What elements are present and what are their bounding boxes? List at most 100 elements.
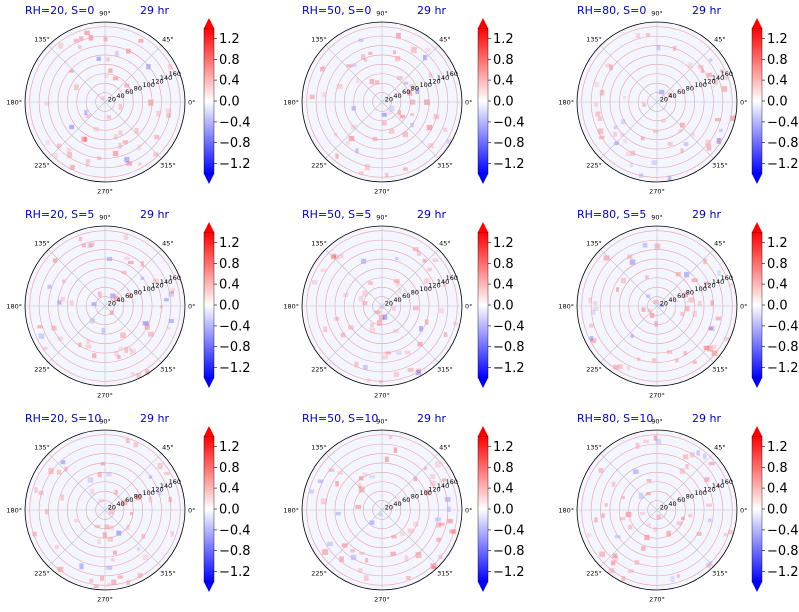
field-cell	[93, 127, 99, 132]
angle-tick-label: 0°	[188, 99, 195, 107]
colorbar-tick-label: 0.0	[219, 503, 240, 518]
field-cell	[599, 90, 605, 96]
field-cell	[309, 94, 315, 99]
colorbar-tick-label: 1.2	[219, 440, 240, 455]
colorbar-tick-label: 1.2	[767, 236, 788, 251]
colorbar-tick-label: −0.4	[219, 115, 251, 130]
field-cell	[387, 110, 392, 115]
field-cell	[111, 579, 117, 586]
field-cell	[388, 435, 393, 440]
field-cell	[57, 566, 64, 573]
colorbar-tick-label: −0.8	[767, 544, 799, 559]
field-cell	[603, 255, 610, 261]
field-cell	[675, 271, 681, 277]
radial-tick-label: 80	[134, 493, 142, 501]
radial-tick-label: 140	[160, 74, 172, 82]
field-cell	[706, 503, 712, 507]
field-cell	[598, 128, 604, 135]
panel-title: RH=20, S=0	[25, 4, 94, 17]
radial-tick-label: 160	[446, 274, 458, 282]
field-cell	[435, 461, 441, 468]
radial-tick-label: 40	[668, 296, 676, 304]
colorbar-extend-max	[204, 426, 214, 436]
colorbar-tick-label: 0.0	[767, 299, 788, 314]
radial-tick-label: 40	[116, 92, 124, 100]
radial-tick-label: 160	[446, 70, 458, 78]
field-cell	[148, 496, 153, 503]
field-cell	[48, 468, 54, 475]
field-cell	[415, 552, 422, 559]
field-cell	[358, 38, 364, 43]
angle-tick-label: 225°	[586, 365, 602, 373]
field-cell	[381, 112, 387, 117]
colorbar-extend-max	[752, 18, 762, 28]
field-cell	[724, 337, 730, 341]
angle-tick-label: 135°	[586, 240, 602, 248]
radial-tick-label: 40	[393, 296, 401, 304]
field-cell	[389, 105, 395, 112]
angle-tick-label: 315°	[437, 161, 453, 169]
angle-tick-label: 180°	[6, 507, 22, 515]
field-cell	[343, 293, 349, 297]
angular-gridline	[381, 453, 439, 511]
angle-tick-label: 270°	[649, 188, 665, 196]
field-cell	[374, 310, 381, 314]
field-cell	[690, 452, 695, 458]
field-cell	[170, 531, 174, 537]
colorbar-tick-label: 0.8	[767, 461, 788, 476]
field-cell	[47, 284, 52, 289]
field-cell	[395, 257, 399, 261]
field-cell	[395, 56, 401, 62]
field-cell	[443, 281, 447, 287]
field-cell	[393, 50, 397, 55]
field-cell	[124, 156, 130, 163]
field-cell	[356, 77, 360, 84]
angle-tick-label: 270°	[374, 596, 390, 604]
radial-tick-label: 20	[108, 299, 116, 307]
angular-gridline	[656, 45, 714, 103]
colorbar-tick-label: −0.8	[767, 340, 799, 355]
field-cell	[706, 563, 711, 568]
field-cell	[682, 454, 689, 460]
field-cell	[716, 138, 722, 144]
field-cell	[592, 301, 598, 306]
radial-tick-label: 120	[703, 485, 715, 493]
angle-tick-label: 0°	[465, 303, 472, 311]
angle-tick-label: 45°	[162, 36, 174, 44]
field-cell	[379, 380, 384, 384]
field-cell	[654, 321, 658, 327]
field-cell	[124, 256, 130, 260]
angle-tick-label: 225°	[34, 161, 50, 169]
angle-tick-label: 135°	[311, 444, 327, 452]
field-cell	[614, 535, 621, 539]
colorbar-tick-label: −1.2	[767, 565, 799, 580]
field-cell	[345, 141, 350, 146]
field-cell	[109, 508, 114, 515]
field-cell	[717, 270, 721, 276]
field-cell	[53, 153, 58, 159]
radial-tick-label: 60	[402, 88, 410, 96]
field-cell	[118, 142, 122, 149]
field-cell	[395, 32, 401, 39]
field-cell	[709, 58, 713, 62]
colorbar: 1.2 0.8 0.4 0.0 −0.4 −0.8 −1.2	[203, 18, 251, 184]
angle-tick-label: 90°	[376, 418, 388, 426]
angle-tick-label: 180°	[558, 507, 574, 515]
field-cell	[681, 516, 685, 521]
angular-gridline	[600, 453, 658, 511]
field-cell	[45, 140, 50, 145]
field-cell	[113, 550, 118, 555]
field-cell	[110, 293, 116, 299]
field-cell	[623, 139, 627, 144]
field-cell	[594, 517, 598, 523]
field-cell	[426, 124, 433, 131]
field-cell	[432, 258, 439, 263]
field-cell	[638, 493, 644, 499]
field-cell	[683, 351, 688, 356]
colorbar-tick-label: −0.4	[767, 319, 799, 334]
field-cell	[715, 316, 721, 321]
field-cell	[363, 575, 369, 581]
angle-tick-label: 270°	[374, 392, 390, 400]
panel-title: RH=50, S=5	[302, 208, 371, 221]
field-cell	[88, 242, 95, 247]
